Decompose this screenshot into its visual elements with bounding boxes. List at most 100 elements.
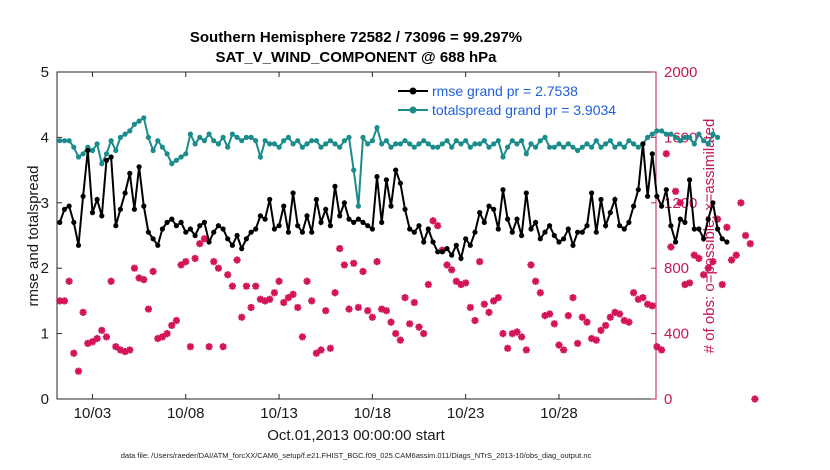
rmse-point [719,236,725,242]
totalspread-point [80,151,86,157]
obs-marker [685,279,694,287]
obs-marker [560,346,568,354]
totalspread-point [313,138,319,144]
rmse-point [472,229,478,235]
totalspread-point [411,144,417,150]
left-tick-label: 5 [41,64,49,81]
totalspread-point [145,134,151,140]
rmse-point [271,226,277,232]
obs-marker [368,313,376,321]
obs-marker [513,328,521,336]
totalspread-point [257,154,263,160]
totalspread-point [234,134,240,140]
rmse-point [621,226,627,232]
totalspread-point [505,144,511,150]
obs-marker [373,258,381,266]
rmse-point [724,239,730,245]
legend-rmse-label: rmse grand pr = 2.7538 [432,83,578,99]
rmse-point [612,196,618,203]
totalspread-point [593,138,599,144]
totalspread-point [682,134,688,140]
obs-marker [410,298,418,307]
obs-marker [578,313,586,321]
obs-marker [415,323,423,331]
rmse-point [593,229,599,235]
totalspread-point [108,138,114,144]
totalspread-point [197,134,203,140]
rmse-point [556,239,562,245]
obs-marker [611,308,619,316]
x-tick-label: 10/03 [74,405,112,422]
rmse-point [407,226,413,232]
rmse-point [276,223,282,229]
obs-marker [657,346,666,354]
obs-marker [434,222,442,230]
totalspread-point [486,144,492,150]
totalspread-point [215,141,221,147]
obs-marker [233,256,241,264]
obs-marker [238,313,246,321]
rmse-point [477,210,483,216]
totalspread-point [701,138,707,144]
rmse-point [710,200,716,206]
rmse-point [108,154,114,160]
rmse-point [444,246,450,252]
rmse-point [635,187,641,193]
obs-marker [569,294,577,302]
totalspread-point [141,115,147,121]
legend: rmse grand pr = 2.7538 totalspread grand… [393,80,651,120]
rmse-point [505,216,511,222]
totalspread-point [281,138,287,144]
obs-marker [172,316,181,325]
rmse-point [192,232,198,239]
obs-marker [681,280,689,289]
totalspread-point [575,147,581,154]
obs-marker [275,277,283,285]
totalspread-point [341,138,347,144]
rmse-point [537,236,543,242]
totalspread-point [645,134,651,140]
rmse-point [360,219,366,225]
rmse-point [243,236,249,242]
obs-marker [350,259,358,267]
obs-marker [639,294,647,302]
legend-spread-marker [409,106,417,114]
obs-marker [98,326,106,334]
obs-marker [420,330,428,338]
rmse-point [533,219,539,225]
totalspread-point [61,138,68,144]
obs-marker [741,231,750,240]
rmse-point [663,187,669,193]
rmse-point [687,177,693,183]
obs-marker [564,312,572,320]
rmse-point [575,229,581,235]
obs-marker [280,298,288,307]
obs-marker [602,321,610,330]
obs-marker [308,297,316,305]
rmse-point [388,203,394,209]
obs-marker [653,343,661,351]
obs-marker [667,243,675,251]
obs-marker [690,251,698,259]
totalspread-point [248,134,254,140]
obs-marker [704,264,712,272]
totalspread-point [276,144,282,150]
rmse-point [486,203,492,209]
totalspread-point [607,138,613,144]
obs-marker [270,289,278,297]
rmse-point [458,255,464,261]
obs-marker [205,343,213,351]
totalspread-point [589,144,595,150]
totalspread-point [393,141,399,147]
obs-marker [522,346,530,354]
totalspread-point [332,141,338,147]
obs-marker [732,251,740,259]
rmse-point [682,219,688,225]
totalspread-point [542,134,548,140]
rmse-point [225,236,231,242]
left-tick-label: 3 [41,195,49,212]
obs-marker [429,217,437,225]
totalspread-point [407,141,413,147]
obs-marker [448,266,456,274]
obs-marker [322,307,330,315]
